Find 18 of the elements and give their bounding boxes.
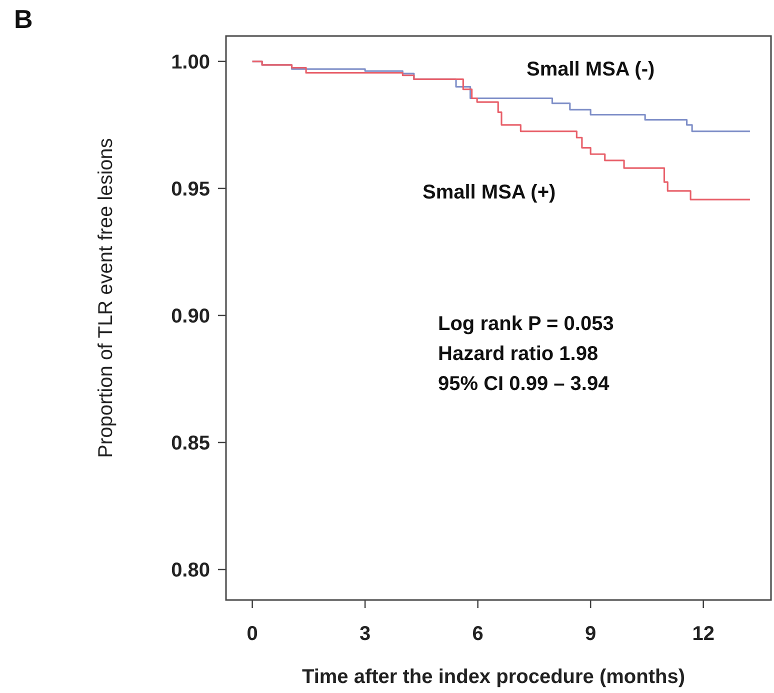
text: B [14,4,33,34]
x-tick-label: 6 [472,623,484,645]
text: Small MSA (+) [422,181,556,204]
x-tick-label: 12 [692,623,714,645]
x-tick-label: 3 [360,623,371,645]
y-tick-label: 0.85 [171,432,210,454]
y-tick-label: 1.00 [171,51,210,74]
annotation: Hazard ratio 1.98 [438,343,598,365]
annotation: 95% CI 0.99 – 3.94 [438,373,610,395]
annotation: Log rank P = 0.053 [438,313,614,335]
y-tick-label: 0.90 [171,305,210,328]
y-axis-title: Proportion of TLR event free lesions [95,138,117,458]
y-tick-label: 0.95 [171,178,210,200]
x-tick-label: 9 [585,623,596,645]
x-axis-title: Time after the index procedure (months) [302,666,686,688]
x-tick-label: 0 [246,623,258,645]
series-label: Small MSA (-) [526,58,655,80]
y-tick-label: 0.80 [171,560,210,582]
